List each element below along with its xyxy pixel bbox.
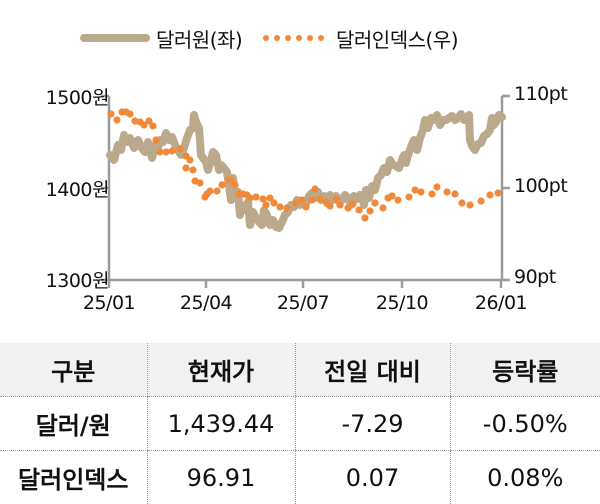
legend-label-dollar-index: 달러인덱스(우) bbox=[336, 27, 459, 52]
row-name: 달러/원 bbox=[0, 396, 147, 451]
x-axis-tick-2507: 25/07 bbox=[276, 292, 330, 314]
table-row: 달러인덱스 96.91 0.07 0.08% bbox=[0, 450, 600, 504]
row-rate: 0.08% bbox=[449, 450, 600, 504]
chart-axes bbox=[101, 94, 510, 288]
left-axis-tick-1400: 1400원 bbox=[45, 179, 110, 201]
fx-quote-table: 구분 현재가 전일 대비 등락률 달러/원 1,439.44 -7.29 -0.… bbox=[0, 343, 600, 504]
dotted-line-swatch-icon bbox=[263, 35, 324, 41]
x-axis-tick-2501: 25/01 bbox=[82, 292, 136, 314]
x-axis-tick-2601: 26/01 bbox=[474, 292, 528, 314]
chart-legend: 달러원(좌) 달러인덱스(우) bbox=[0, 20, 600, 56]
chart-plot bbox=[101, 94, 510, 288]
legend-item-won: 달러원(좌) bbox=[80, 20, 243, 56]
row-price: 1,439.44 bbox=[146, 396, 295, 451]
legend-label-won: 달러원(좌) bbox=[156, 27, 243, 52]
right-axis-tick-100: 100pt bbox=[514, 175, 568, 197]
row-rate: -0.50% bbox=[449, 396, 600, 451]
solid-line-swatch-icon bbox=[80, 34, 150, 42]
row-change: 0.07 bbox=[294, 450, 450, 504]
header-change: 전일 대비 bbox=[294, 343, 450, 397]
row-change: -7.29 bbox=[294, 396, 450, 451]
left-axis-tick-1500: 1500원 bbox=[45, 87, 110, 109]
won-series-line bbox=[106, 110, 506, 232]
row-name: 달러인덱스 bbox=[18, 466, 129, 494]
table-row: 달러/원 1,439.44 -7.29 -0.50% bbox=[0, 396, 600, 451]
header-category: 구분 bbox=[0, 343, 147, 397]
x-axis-tick-2510: 25/10 bbox=[375, 292, 429, 314]
fx-chart: 1500원 1400원 1300원 110pt 100pt 90pt 25/01… bbox=[0, 60, 600, 330]
right-axis-tick-90: 90pt bbox=[514, 266, 556, 288]
dollar-index-series-dots bbox=[107, 108, 502, 222]
row-price: 96.91 bbox=[146, 450, 295, 504]
header-current-price: 현재가 bbox=[146, 343, 295, 397]
left-axis-tick-1300: 1300원 bbox=[45, 270, 110, 292]
legend-item-dollar-index: 달러인덱스(우) bbox=[263, 20, 459, 56]
x-axis-tick-2504: 25/04 bbox=[179, 292, 233, 314]
right-axis-tick-110: 110pt bbox=[514, 83, 568, 105]
header-change-rate: 등락률 bbox=[449, 343, 600, 397]
table-header-row: 구분 현재가 전일 대비 등락률 bbox=[0, 343, 600, 397]
